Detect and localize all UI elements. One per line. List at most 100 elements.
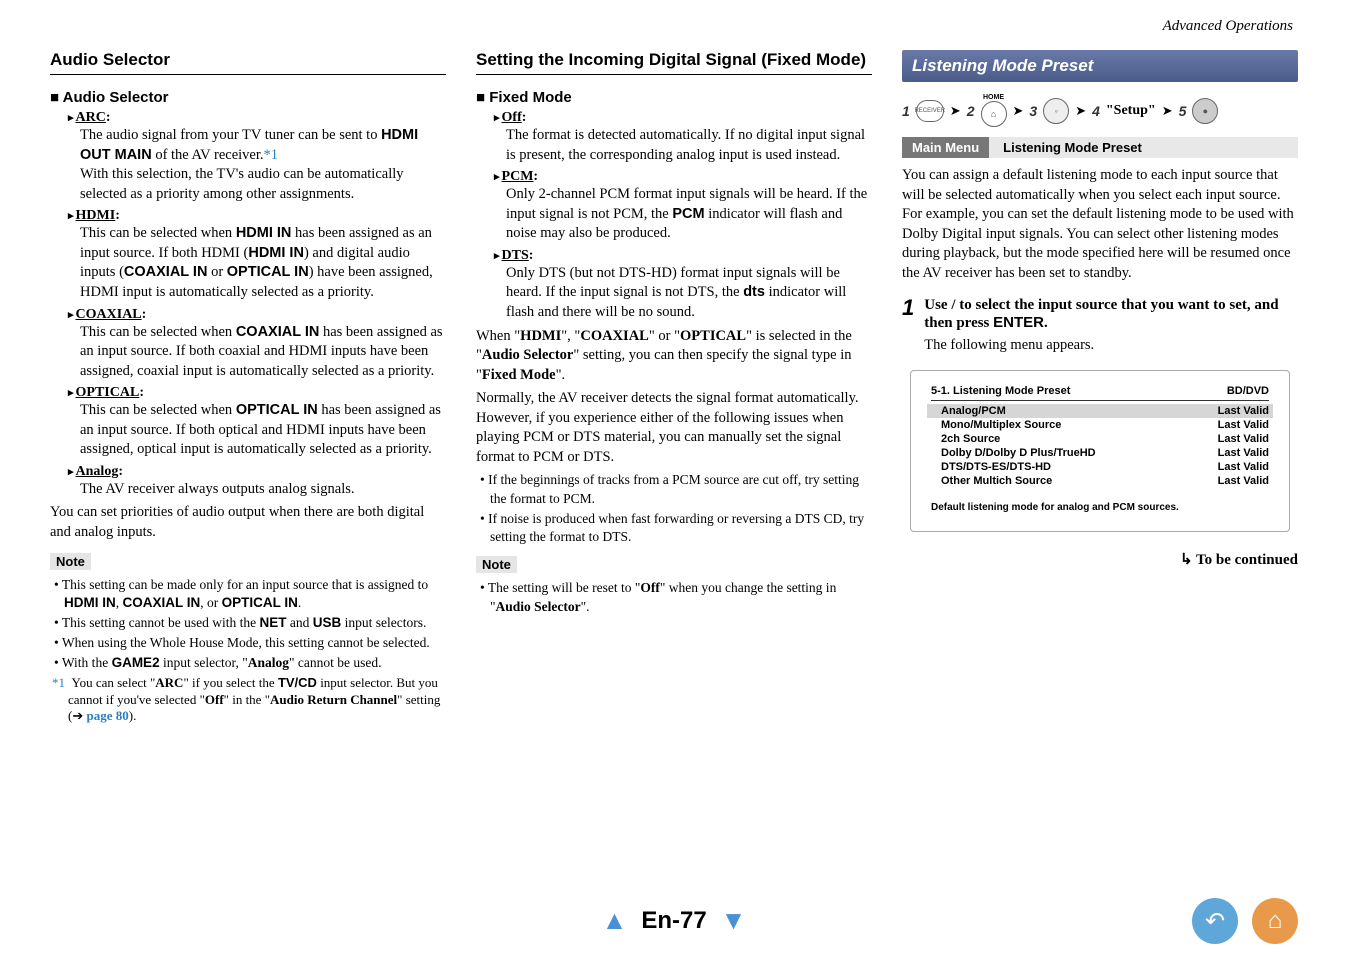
header-section: Advanced Operations: [1163, 18, 1293, 35]
note-item: The setting will be reset to "Off" when …: [490, 579, 872, 615]
enter-icon: ●: [1192, 98, 1218, 124]
nav-5: 5: [1179, 103, 1187, 119]
b: HDMI IN: [248, 245, 304, 261]
osd-source: BD/DVD: [1227, 385, 1269, 397]
nav-steps: 1 RECEIVER ➤ 2 HOME ⌂ ➤ 3 ◦ ➤ 4 "Setup" …: [902, 94, 1298, 127]
item-arc: ARC: The audio signal from your TV tuner…: [68, 110, 446, 204]
step-num: 1: [902, 297, 914, 356]
column-2: Setting the Incoming Digital Signal (Fix…: [476, 50, 872, 725]
analog-head: Analog: [76, 464, 119, 479]
arrow-icon: ➤: [950, 103, 961, 119]
preset-banner: Listening Mode Preset: [902, 50, 1298, 82]
step-tail: .: [1044, 315, 1048, 331]
nav-2: 2: [967, 103, 975, 119]
col1-sub: ■ Audio Selector: [50, 89, 446, 106]
bullet-item: If noise is produced when fast forwardin…: [490, 510, 872, 546]
osd-row: 2ch SourceLast Valid: [931, 432, 1269, 446]
arrow-icon: ➤: [1013, 103, 1024, 119]
column-1: Audio Selector ■ Audio Selector ARC: The…: [50, 50, 446, 725]
hdmi-head: HDMI: [76, 208, 116, 223]
coax-body: This can be selected when COAXIAL IN has…: [80, 323, 446, 382]
dts-head: DTS: [502, 248, 529, 263]
b: OPTICAL IN: [236, 402, 318, 418]
page-number: En-77: [641, 907, 706, 935]
arc-pre: The audio signal from your TV tuner can …: [80, 127, 381, 143]
osd-foot: Default listening mode for analog and PC…: [931, 502, 1269, 513]
fn-marker: *1: [52, 675, 65, 690]
home-nav-icon[interactable]: ⌂: [1252, 898, 1298, 944]
item-dts: DTS: Only DTS (but not DTS-HD) format in…: [494, 248, 872, 323]
col1-notes: This setting can be made only for an inp…: [50, 576, 446, 673]
note-item: With the GAME2 input selector, "Analog" …: [64, 654, 446, 672]
col1-note-label: Note: [50, 553, 91, 570]
nav-3: 3: [1029, 103, 1037, 119]
hdmi-body: This can be selected when HDMI IN has be…: [80, 224, 446, 302]
osd-screenshot: 5-1. Listening Mode Preset BD/DVD Analog…: [910, 370, 1290, 532]
col2-sub-text: Fixed Mode: [489, 89, 572, 106]
osd-row: Analog/PCMLast Valid: [927, 404, 1273, 418]
note-item: This setting cannot be used with the NET…: [64, 614, 446, 632]
receiver-icon: RECEIVER: [916, 100, 944, 122]
arrow-icon: ➤: [1162, 103, 1173, 119]
b: HDMI IN: [236, 225, 292, 241]
fn-tail: ).: [129, 708, 137, 723]
col2-note-label: Note: [476, 556, 517, 573]
arc-mid: of the AV receiver.: [152, 147, 264, 163]
nav-4: 4: [1092, 103, 1100, 119]
item-opt: OPTICAL: This can be selected when OPTIC…: [68, 385, 446, 460]
osd-row: DTS/DTS-ES/DTS-HDLast Valid: [931, 460, 1269, 474]
col1-sub-text: Audio Selector: [63, 89, 169, 106]
arc-ref[interactable]: *1: [264, 147, 279, 163]
col2-sub: ■ Fixed Mode: [476, 89, 872, 106]
t: or: [207, 264, 226, 280]
arc-b2t: With this selection, the TV's audio can …: [80, 166, 404, 202]
col1-after: You can set priorities of audio output w…: [50, 503, 446, 542]
osd-row: Dolby D/Dolby D Plus/TrueHDLast Valid: [931, 446, 1269, 460]
bullet-item: If the beginnings of tracks from a PCM s…: [490, 471, 872, 507]
arc-body: The audio signal from your TV tuner can …: [80, 126, 446, 204]
home-label: HOME: [983, 94, 1004, 101]
opt-head: OPTICAL: [76, 385, 140, 400]
crumb-current: Listening Mode Preset: [989, 137, 1298, 158]
page-footer: ▲ En-77 ▼ ↶ ⌂: [0, 906, 1348, 936]
osd-row: Mono/Multiplex SourceLast Valid: [931, 418, 1269, 432]
enter-key: ENTER: [993, 314, 1044, 331]
item-coax: COAXIAL: This can be selected when COAXI…: [68, 307, 446, 382]
b: COAXIAL IN: [236, 324, 320, 340]
osd-row: Other Multich SourceLast Valid: [931, 474, 1269, 488]
t: This can be selected when: [80, 402, 236, 418]
off-body: The format is detected automatically. If…: [506, 126, 872, 165]
home-icon: ⌂: [981, 101, 1007, 127]
col2-p1: When "HDMI", "COAXIAL" or "OPTICAL" is s…: [476, 327, 872, 386]
page-link[interactable]: page 80: [86, 708, 128, 723]
dts-body: Only DTS (but not DTS-HD) format input s…: [506, 264, 872, 323]
off-head: Off: [502, 110, 522, 125]
pcm-body: Only 2-channel PCM format input signals …: [506, 185, 872, 244]
back-icon[interactable]: ↶: [1192, 898, 1238, 944]
item-hdmi: HDMI: This can be selected when HDMI IN …: [68, 208, 446, 302]
prev-page-icon[interactable]: ▲: [602, 906, 628, 936]
coax-head: COAXIAL: [76, 307, 142, 322]
col1-title: Audio Selector: [50, 50, 446, 75]
col3-p1: You can assign a default listening mode …: [902, 166, 1298, 283]
item-pcm: PCM: Only 2-channel PCM format input sig…: [494, 169, 872, 244]
t: This can be selected when: [80, 324, 236, 340]
crumb-main: Main Menu: [902, 137, 989, 158]
analog-body: The AV receiver always outputs analog si…: [80, 480, 446, 500]
breadcrumb: Main Menu Listening Mode Preset: [902, 137, 1298, 158]
col2-notes: The setting will be reset to "Off" when …: [476, 579, 872, 615]
b: COAXIAL IN: [124, 264, 208, 280]
item-analog: Analog: The AV receiver always outputs a…: [68, 464, 446, 500]
step-after: The following menu appears.: [924, 336, 1298, 356]
arrow-icon: ➤: [1075, 103, 1086, 119]
setup-label: "Setup": [1106, 103, 1156, 119]
arc-head: ARC: [76, 110, 106, 125]
step-1: 1 Use / to select the input source that …: [902, 297, 1298, 356]
nav-1: 1: [902, 103, 910, 119]
b: OPTICAL IN: [227, 264, 309, 280]
note-item: When using the Whole House Mode, this se…: [64, 634, 446, 652]
next-page-icon[interactable]: ▼: [721, 906, 747, 936]
col2-title: Setting the Incoming Digital Signal (Fix…: [476, 50, 872, 75]
opt-body: This can be selected when OPTICAL IN has…: [80, 401, 446, 460]
osd-title: 5-1. Listening Mode Preset: [931, 385, 1070, 397]
